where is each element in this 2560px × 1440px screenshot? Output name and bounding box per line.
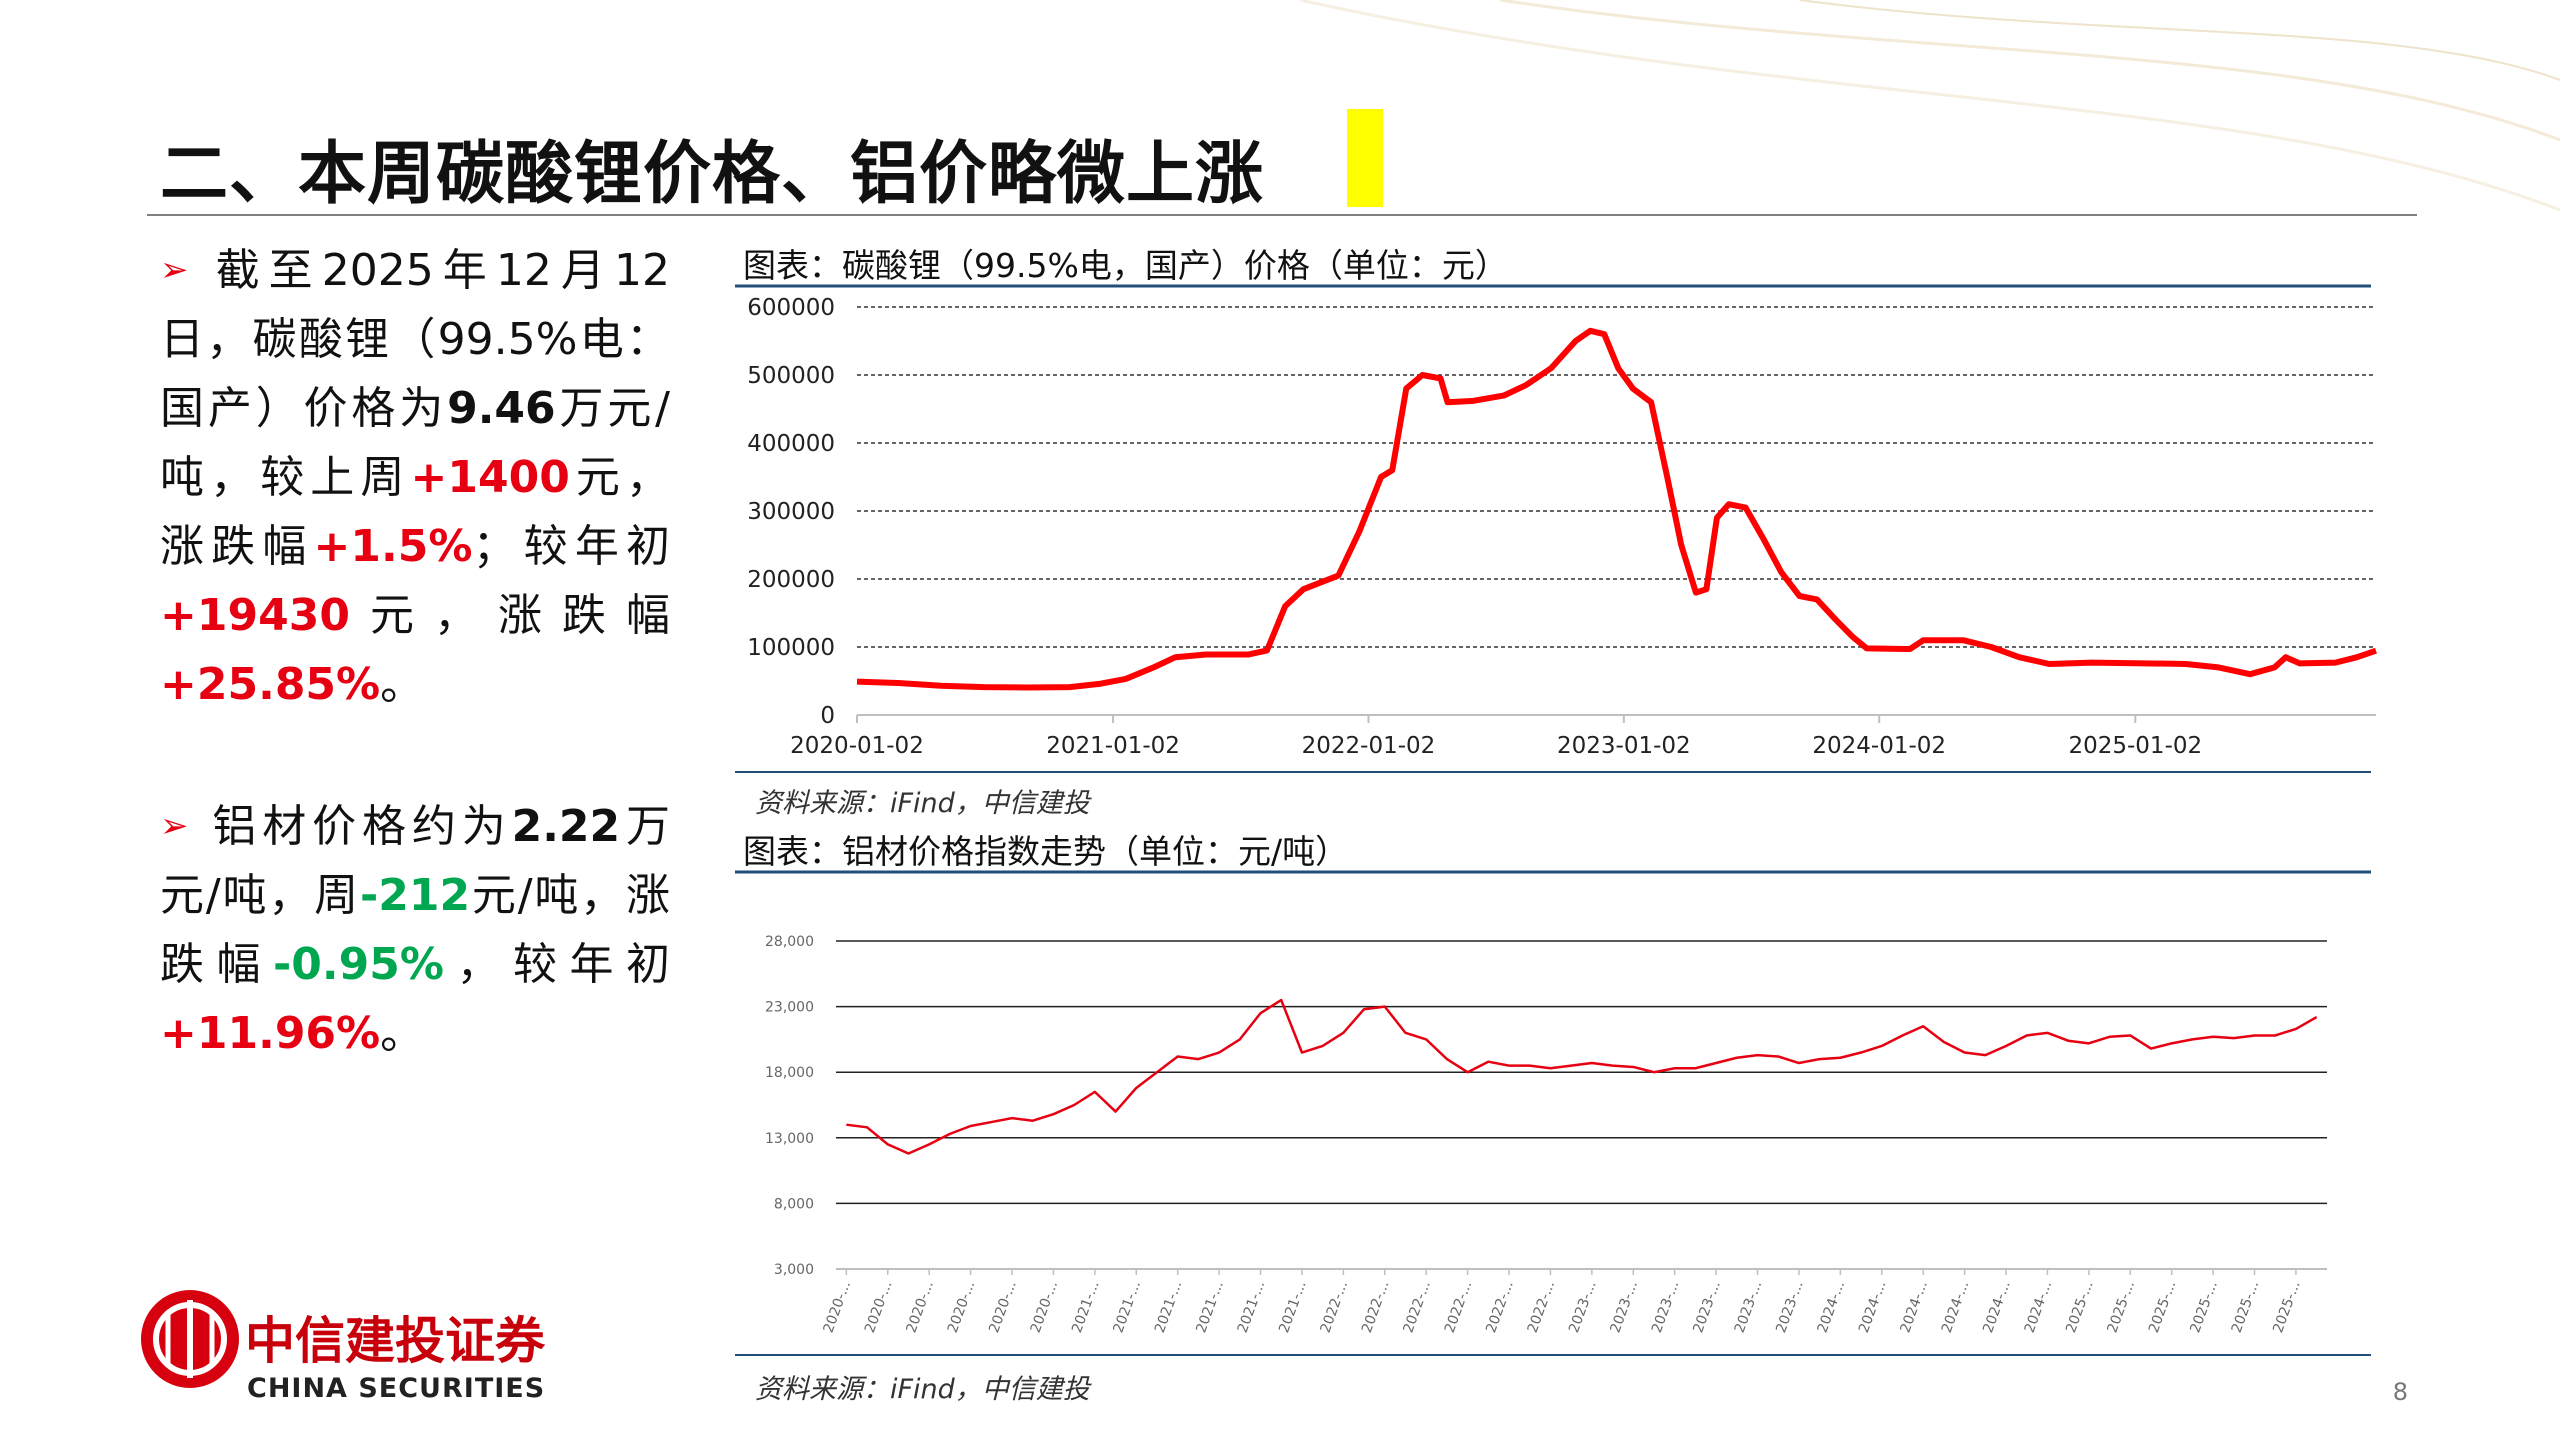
bullet-text: 铝材价格约为 xyxy=(206,801,512,852)
y-tick-label: 200000 xyxy=(747,567,835,593)
x-tick-label: 2025-... xyxy=(2270,1279,2304,1335)
bullet-text: 9.46 xyxy=(447,383,556,434)
x-tick-label: 2024-... xyxy=(1897,1279,1931,1335)
x-tick-label: 2021-... xyxy=(1193,1279,1227,1335)
bullet-marker: ➢ xyxy=(160,806,189,846)
x-tick-label: 2025-... xyxy=(2229,1279,2263,1335)
bullet-text: -212 xyxy=(359,870,471,921)
x-tick-label: 2025-01-02 xyxy=(2068,733,2202,759)
y-tick-label: 300000 xyxy=(747,499,835,525)
bullet-text: +25.85% xyxy=(160,659,381,710)
x-tick-label: 2021-... xyxy=(1235,1279,1269,1335)
bullet-marker: ➢ xyxy=(160,250,189,290)
x-tick-label: 2022-01-02 xyxy=(1302,733,1436,759)
bullet-text: -0.95% xyxy=(273,939,444,990)
logo-cn: 中信建投证券 xyxy=(245,1312,546,1370)
y-tick-label: 0 xyxy=(820,703,835,729)
x-tick-label: 2023-... xyxy=(1608,1279,1642,1335)
y-tick-label: 500000 xyxy=(747,363,835,389)
decor xyxy=(1799,0,2560,81)
x-tick-label: 2025-... xyxy=(2187,1279,2221,1335)
bullet-text: 元，涨跌幅 xyxy=(160,452,671,572)
x-tick-label: 2022-... xyxy=(1442,1279,1476,1335)
highlight-block xyxy=(1347,109,1383,207)
x-tick-label: 2025-... xyxy=(2146,1279,2180,1335)
bullet-text: 元，涨跌幅 xyxy=(349,590,670,641)
y-tick-label: 100000 xyxy=(747,635,835,661)
bullet-text: 。 xyxy=(380,659,425,710)
logo-en: CHINA SECURITIES xyxy=(247,1373,545,1404)
source: 资料来源：iFind，中信建投 xyxy=(755,788,1092,819)
bullet-text: ；较年初 xyxy=(472,521,670,572)
x-tick-label: 2021-... xyxy=(1152,1279,1186,1335)
bullet-text: 万元/吨，周 xyxy=(160,801,671,921)
bullet-text: ，较年初 xyxy=(443,939,671,990)
y-tick-label: 28,000 xyxy=(765,934,814,950)
x-tick-label: 2023-... xyxy=(1566,1279,1600,1335)
y-tick-label: 8,000 xyxy=(774,1196,814,1212)
x-tick-label: 2022-... xyxy=(1359,1279,1393,1335)
x-tick-label: 2023-... xyxy=(1649,1279,1683,1335)
bullet-text: 截至2025年12月12日，碳酸锂（99.5%电：国产）价格为 xyxy=(160,245,670,434)
x-tick-label: 2020-... xyxy=(862,1279,896,1335)
y-tick-label: 18,000 xyxy=(765,1065,814,1081)
bullet-text: +11.96% xyxy=(160,1008,381,1059)
bullet: ➢ 铝材价格约为2.22万元/吨，周-212元/吨，涨跌幅-0.95%，较年初 +1… xyxy=(160,792,670,1068)
bullet-text: 。 xyxy=(380,1008,425,1059)
x-tick-label: 2020-... xyxy=(1028,1279,1062,1335)
y-tick-label: 23,000 xyxy=(765,1000,814,1016)
bullet-text: 元/吨，涨跌幅 xyxy=(160,870,671,990)
x-tick-label: 2023-... xyxy=(1690,1279,1724,1335)
x-tick-label: 2022-... xyxy=(1483,1279,1517,1335)
line-series xyxy=(846,998,2318,1155)
page-number: 8 xyxy=(2393,1378,2408,1406)
y-tick-label: 600000 xyxy=(747,295,835,321)
x-tick-label: 2021-... xyxy=(1111,1279,1145,1335)
x-tick-label: 2024-... xyxy=(1939,1279,1973,1335)
x-tick-label: 2022-... xyxy=(1525,1279,1559,1335)
x-tick-label: 2023-... xyxy=(1732,1279,1766,1335)
x-tick-label: 2021-... xyxy=(1276,1279,1310,1335)
x-tick-label: 2020-... xyxy=(945,1279,979,1335)
y-tick-label: 3,000 xyxy=(774,1262,814,1278)
x-tick-label: 2025-... xyxy=(2105,1279,2139,1335)
bullet-text: 万元/吨，较上周 xyxy=(160,383,671,503)
x-tick-label: 2020-01-02 xyxy=(790,733,924,759)
x-tick-label: 2024-... xyxy=(1980,1279,2014,1335)
y-tick-label: 400000 xyxy=(747,431,835,457)
x-tick-label: 2024-... xyxy=(1815,1279,1849,1335)
x-tick-label: 2024-... xyxy=(2022,1279,2056,1335)
x-tick-label: 2020-... xyxy=(903,1279,937,1335)
x-tick-label: 2023-... xyxy=(1773,1279,1807,1335)
x-tick-label: 2020-... xyxy=(821,1279,855,1335)
x-tick-label: 2023-01-02 xyxy=(1557,733,1691,759)
x-tick-label: 2021-01-02 xyxy=(1046,733,1180,759)
line-series xyxy=(856,327,2377,691)
x-tick-label: 2024-01-02 xyxy=(1812,733,1946,759)
bullet-text: +19430 xyxy=(160,590,350,641)
bullet-text: 2.22 xyxy=(511,801,621,852)
bullet-text: +1400 xyxy=(410,452,570,503)
x-tick-label: 2022-... xyxy=(1318,1279,1352,1335)
x-tick-label: 2020-... xyxy=(986,1279,1020,1335)
x-tick-label: 2022-... xyxy=(1400,1279,1434,1335)
x-tick-label: 2025-... xyxy=(2063,1279,2097,1335)
decor xyxy=(1499,0,2560,142)
bullet: ➢ 截至2025年12月12日，碳酸锂（99.5%电：国产）价格为9.46万元/吨… xyxy=(160,236,670,719)
chart-title: 图表：铝材价格指数走势（单位：元/吨） xyxy=(743,832,1348,871)
slide-title: 二、本周碳酸锂价格、铝价略微上涨 xyxy=(160,135,1265,214)
x-tick-label: 2024-... xyxy=(1856,1279,1890,1335)
y-tick-label: 13,000 xyxy=(765,1131,814,1147)
chart-title: 图表：碳酸锂（99.5%电，国产）价格（单位：元） xyxy=(743,246,1508,285)
bullet-text: +1.5% xyxy=(313,521,473,572)
source: 资料来源：iFind，中信建投 xyxy=(755,1374,1092,1405)
decor xyxy=(1299,0,2560,212)
x-tick-label: 2021-... xyxy=(1069,1279,1103,1335)
